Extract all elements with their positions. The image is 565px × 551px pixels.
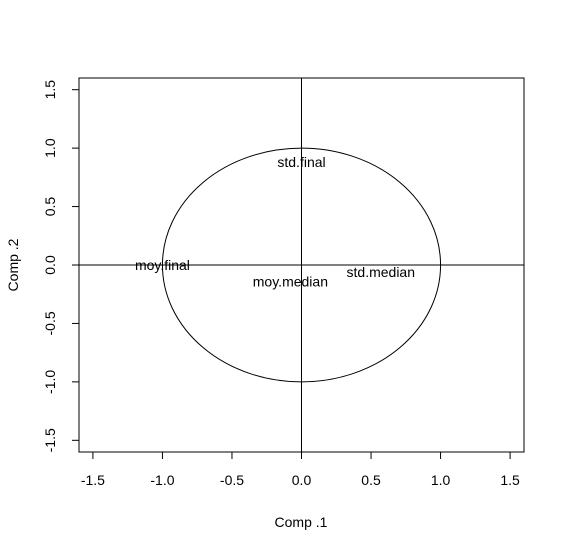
axes: -1.5 -1.0 -0.5 0.0 0.5 1.0 1.5 -1.5 -1.0 -0.5 0.0 0… — [42, 77, 525, 488]
y-tick-label: -1.0 — [42, 370, 58, 394]
x-tick-label: -0.5 — [220, 472, 244, 488]
x-tick-label: -1.5 — [81, 472, 105, 488]
y-tick-label: -0.5 — [42, 311, 58, 335]
y-tick-label: 0.5 — [42, 197, 58, 217]
point-label: std.final — [277, 154, 325, 170]
point-label: moy.median — [253, 273, 328, 289]
y-tick-label: -1.5 — [42, 428, 58, 452]
reference-lines — [79, 78, 524, 452]
y-tick-label: 1.5 — [42, 80, 58, 100]
x-tick-label: 0.5 — [361, 472, 381, 488]
unit-circle — [161, 147, 442, 383]
x-axis-label: Comp .1 — [275, 514, 328, 530]
x-tick-label: 0.0 — [292, 472, 312, 488]
x-tick-label: 1.5 — [500, 472, 520, 488]
y-tick-label: 0.0 — [42, 255, 58, 275]
y-axis-label: Comp .2 — [5, 238, 21, 291]
x-tick-label: -1.0 — [150, 472, 174, 488]
point-label: std.median — [347, 264, 415, 280]
variable-labels: std.final moy.final std.median moy.median — [135, 154, 415, 289]
x-tick-label: 1.0 — [431, 472, 451, 488]
point-label: moy.final — [135, 257, 190, 273]
correlation-circle — [161, 147, 442, 383]
y-tick-label: 1.0 — [42, 138, 58, 158]
